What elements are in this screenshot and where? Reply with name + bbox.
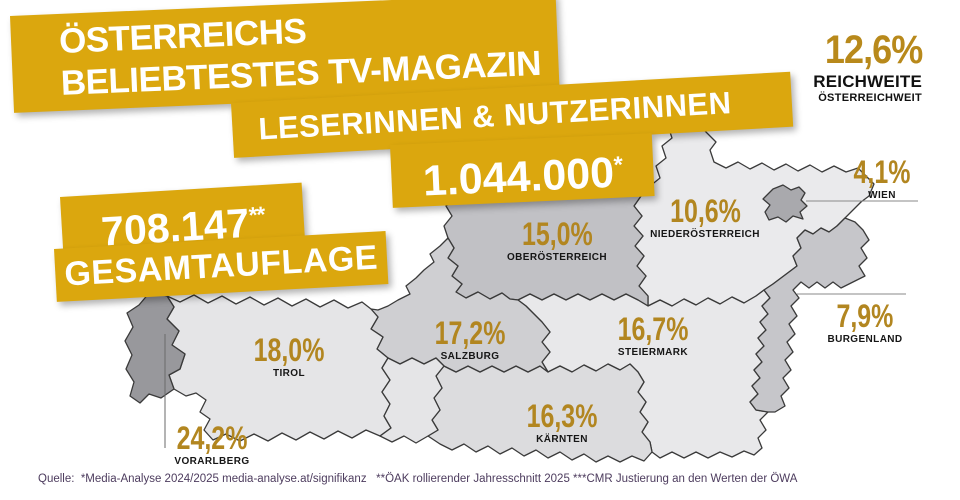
readers-value-banner: 1.044.000* [390, 133, 655, 208]
region-shape-salzburg [370, 237, 551, 373]
region-name: NIEDERÖSTERREICH [650, 229, 760, 240]
source-note: Quelle: *Media-Analyse 2024/2025 media-a… [38, 473, 798, 485]
region-value: 16,3% [526, 398, 598, 434]
region-value: 10,6% [669, 193, 741, 229]
region-label-salzburg: 17,2% SALZBURG [425, 315, 516, 362]
region-name: OBERÖSTERREICH [506, 252, 608, 263]
reach-label-2: ÖSTERREICHWEIT [818, 92, 922, 104]
reach-label-1: REICHWEITE [813, 72, 922, 91]
region-label-kaernten: 16,3% KÄRNTEN [517, 398, 608, 445]
region-shape-osttirol [379, 357, 445, 444]
region-name: BURGENLAND [827, 334, 903, 345]
readers-value: 1.044.000 [421, 148, 616, 206]
reach-block: 12,6% REICHWEITE ÖSTERREICHWEIT [813, 28, 923, 104]
region-shape-burgenland [749, 217, 870, 413]
region-name: WIEN [868, 190, 896, 201]
region-value: 24,2% [176, 420, 248, 456]
region-label-vorarlberg: 24,2% VORARLBERG [167, 420, 258, 467]
region-name: SALZBURG [440, 351, 500, 362]
region-label-tirol: 18,0% TIROL [244, 332, 335, 379]
circulation-asterisk: ** [248, 201, 266, 228]
reach-value: 12,6% [824, 28, 922, 72]
region-value: 4,1% [853, 154, 911, 190]
region-label-steiermark: 16,7% STEIERMARK [608, 311, 699, 358]
region-shape-vorarlberg [124, 291, 186, 404]
region-value: 15,0% [521, 216, 593, 252]
region-value: 7,9% [836, 298, 894, 334]
region-value: 18,0% [253, 332, 325, 368]
region-name: VORARLBERG [174, 456, 250, 467]
region-name: KÄRNTEN [536, 434, 588, 445]
region-shape-wien [762, 184, 808, 223]
region-label-niederoesterreich: 10,6% NIEDERÖSTERREICH [650, 193, 760, 240]
region-value: 16,7% [617, 311, 689, 347]
region-label-oberoesterreich: 15,0% OBERÖSTERREICH [506, 216, 608, 263]
readers-asterisk: * [613, 152, 623, 179]
region-name: TIROL [272, 368, 305, 379]
region-name: STEIERMARK [617, 347, 689, 358]
region-label-wien: 4,1% WIEN [846, 154, 919, 201]
region-label-burgenland: 7,9% BURGENLAND [827, 298, 903, 345]
region-value: 17,2% [434, 315, 506, 351]
